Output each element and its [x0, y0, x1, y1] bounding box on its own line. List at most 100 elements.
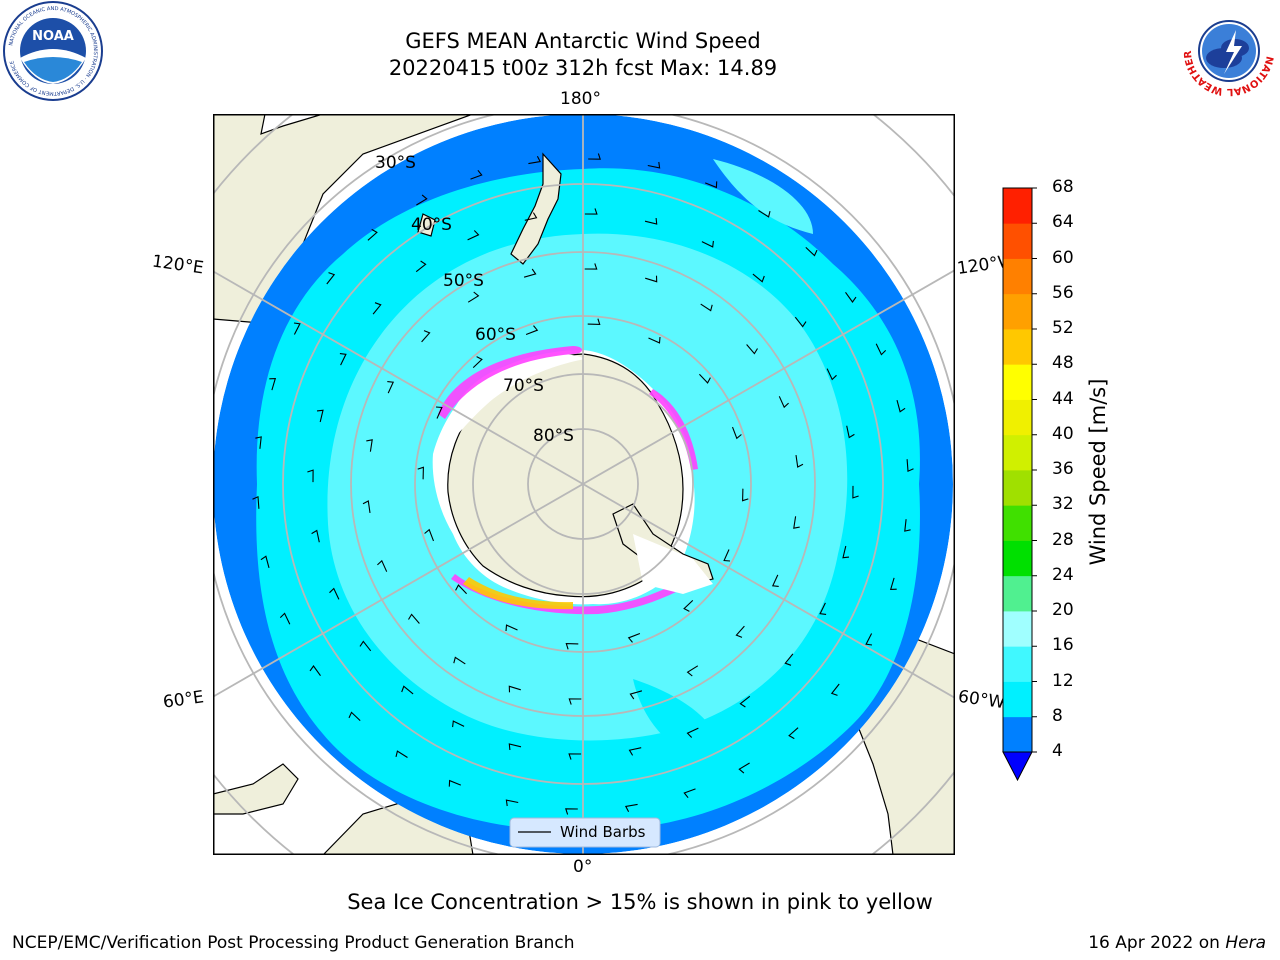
colorbar-tick-label: 4: [1052, 741, 1063, 761]
noaa-logo-text: NOAA: [32, 29, 74, 44]
wind-barb: [395, 750, 408, 758]
wind-barb: [401, 685, 414, 695]
wind-barb: [366, 439, 373, 452]
wind-barb: [683, 788, 696, 799]
wind-barb: [408, 613, 420, 624]
colorbar-tick-label: 32: [1052, 494, 1074, 515]
colorbar-segment: [1003, 188, 1032, 224]
wind-barb: [452, 720, 465, 728]
footer-left: NCEP/EMC/Verification Post Processing Pr…: [12, 933, 575, 953]
wind-barb: [467, 230, 480, 241]
sea-ice-caption: Sea Ice Concentration > 15% is shown in …: [347, 890, 933, 914]
wind-barb: [644, 217, 658, 225]
wind-barb: [830, 683, 840, 696]
colorbar-tick-label: 52: [1052, 318, 1074, 338]
wind-barb: [387, 381, 395, 394]
wind-barb: [339, 353, 347, 366]
wind-barb: [628, 747, 642, 756]
colorbar-tick-label: 44: [1052, 388, 1074, 409]
wind-barb: [587, 318, 601, 325]
wind-barb: [701, 240, 714, 248]
wind-barb: [842, 545, 850, 559]
colorbar-tick-label: 12: [1052, 670, 1074, 691]
wind-barb: [524, 212, 538, 221]
wind-barb: [453, 656, 466, 665]
wind-barb: [778, 396, 789, 409]
lat-label-60s: 60°S: [475, 325, 516, 345]
footer-right: 16 Apr 2022 on Hera: [1088, 933, 1266, 953]
wind-barb: [279, 612, 291, 625]
colorbar-segment: [1003, 505, 1032, 541]
wind-barb: [906, 459, 914, 473]
colorbar-tick-label: 36: [1052, 459, 1074, 479]
lon-label-0: 0°: [573, 857, 593, 877]
wind-barb: [528, 156, 542, 165]
wind-barb: [698, 373, 711, 384]
colorbar-tick-label: 68: [1052, 177, 1074, 197]
colorbar-tick-label: 8: [1052, 705, 1063, 726]
lat-label-30s: 30°S: [375, 153, 416, 173]
wind-barb: [416, 194, 428, 206]
wind-barb: [758, 210, 771, 218]
wind-barb: [735, 625, 745, 638]
wind-barb: [316, 409, 324, 423]
wind-barb: [565, 643, 579, 650]
colorbar-segment: [1003, 223, 1032, 259]
footer-machine: Hera: [1225, 933, 1266, 953]
wind-barb: [505, 624, 518, 632]
wind-barb: [686, 665, 699, 677]
colorbar-segment: [1003, 540, 1032, 577]
wind-barb: [819, 602, 827, 615]
lon-label-180: 180°: [560, 89, 601, 109]
wind-barb: [826, 368, 837, 381]
latitude-labels: 30°S 40°S 50°S 60°S 70°S 80°S: [375, 153, 574, 446]
map-frame: [213, 114, 955, 855]
wind-barb: [805, 246, 818, 257]
wind-barb: [309, 665, 321, 677]
wind-barb: [865, 633, 873, 646]
colorbar-segment: [1003, 399, 1032, 436]
wind-barb: [435, 406, 443, 419]
map-legend: Wind Barbs: [509, 817, 661, 848]
wind-barb: [472, 356, 483, 369]
wind-barb: [421, 330, 431, 343]
wind-barb: [784, 653, 794, 666]
colorbar-segment: [1003, 575, 1032, 612]
wind-barb: [852, 485, 859, 499]
map-panel: 30°S 40°S 50°S 60°S 70°S 80°S Wind Barbs: [112, 13, 1054, 955]
wind-barbs: [252, 153, 914, 815]
colorbar-tick-label: 64: [1052, 212, 1074, 233]
footer-date: 16 Apr 2022 on: [1088, 933, 1226, 953]
polar-map: 30°S 40°S 50°S 60°S 70°S 80°S Wind Barbs: [112, 13, 1054, 955]
colorbar-segment: [1003, 329, 1032, 365]
wind-barb: [846, 425, 855, 439]
colorbar-segment: [1003, 258, 1032, 295]
wind-barb: [700, 303, 713, 312]
wind-barb: [508, 743, 522, 751]
lat-label-70s: 70°S: [503, 376, 544, 396]
lon-label-120e: 120°E: [150, 251, 205, 279]
colorbar-segment: [1003, 681, 1032, 718]
wind-barb: [731, 426, 742, 440]
colorbar: [1002, 187, 1037, 782]
wind-barb: [738, 762, 750, 774]
wind-barb: [723, 549, 731, 562]
colorbar-segment: [1003, 434, 1032, 471]
legend-label: Wind Barbs: [560, 823, 646, 841]
colorbar-segment: [1003, 293, 1032, 330]
nws-logo: NATIONAL WEATHER SERVICE: [1180, 2, 1276, 98]
wind-barb: [624, 803, 638, 812]
colorbar-tick-label: 60: [1052, 247, 1074, 268]
wind-barb: [424, 528, 435, 542]
wind-barb: [523, 268, 537, 278]
lat-label-50s: 50°S: [443, 271, 484, 291]
wind-barb: [795, 455, 804, 468]
colorbar-tick-label: 28: [1052, 529, 1074, 550]
wind-barb: [584, 208, 598, 215]
colorbar-label: Wind Speed [m/s]: [1086, 378, 1110, 566]
wind-barb: [896, 399, 906, 413]
wind-barb: [742, 488, 749, 502]
wind-barb: [415, 260, 427, 273]
wind-barb: [255, 436, 262, 449]
colorbar-tick-label: 16: [1052, 635, 1074, 656]
